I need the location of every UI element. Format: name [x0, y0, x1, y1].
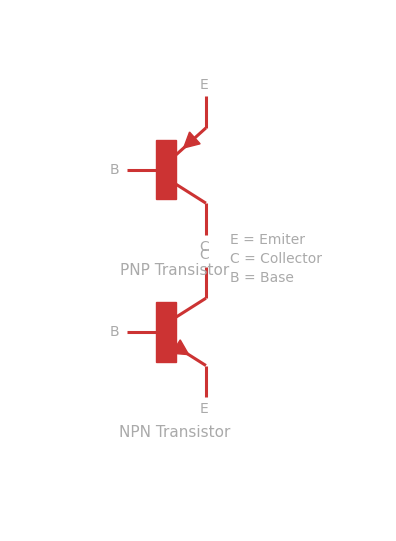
- Bar: [156, 302, 176, 361]
- Text: B: B: [109, 325, 119, 339]
- Text: C: C: [199, 248, 209, 262]
- Text: E: E: [200, 402, 208, 416]
- Text: C: C: [199, 240, 209, 254]
- Text: B = Base: B = Base: [230, 271, 293, 285]
- Text: B: B: [109, 162, 119, 176]
- Bar: [156, 140, 176, 199]
- Text: PNP Transistor: PNP Transistor: [120, 262, 229, 278]
- Text: E = Emiter: E = Emiter: [230, 233, 305, 247]
- Text: NPN Transistor: NPN Transistor: [118, 425, 230, 440]
- Polygon shape: [184, 132, 200, 148]
- Polygon shape: [172, 340, 189, 355]
- Text: C = Collector: C = Collector: [230, 252, 322, 266]
- Text: E: E: [200, 77, 208, 91]
